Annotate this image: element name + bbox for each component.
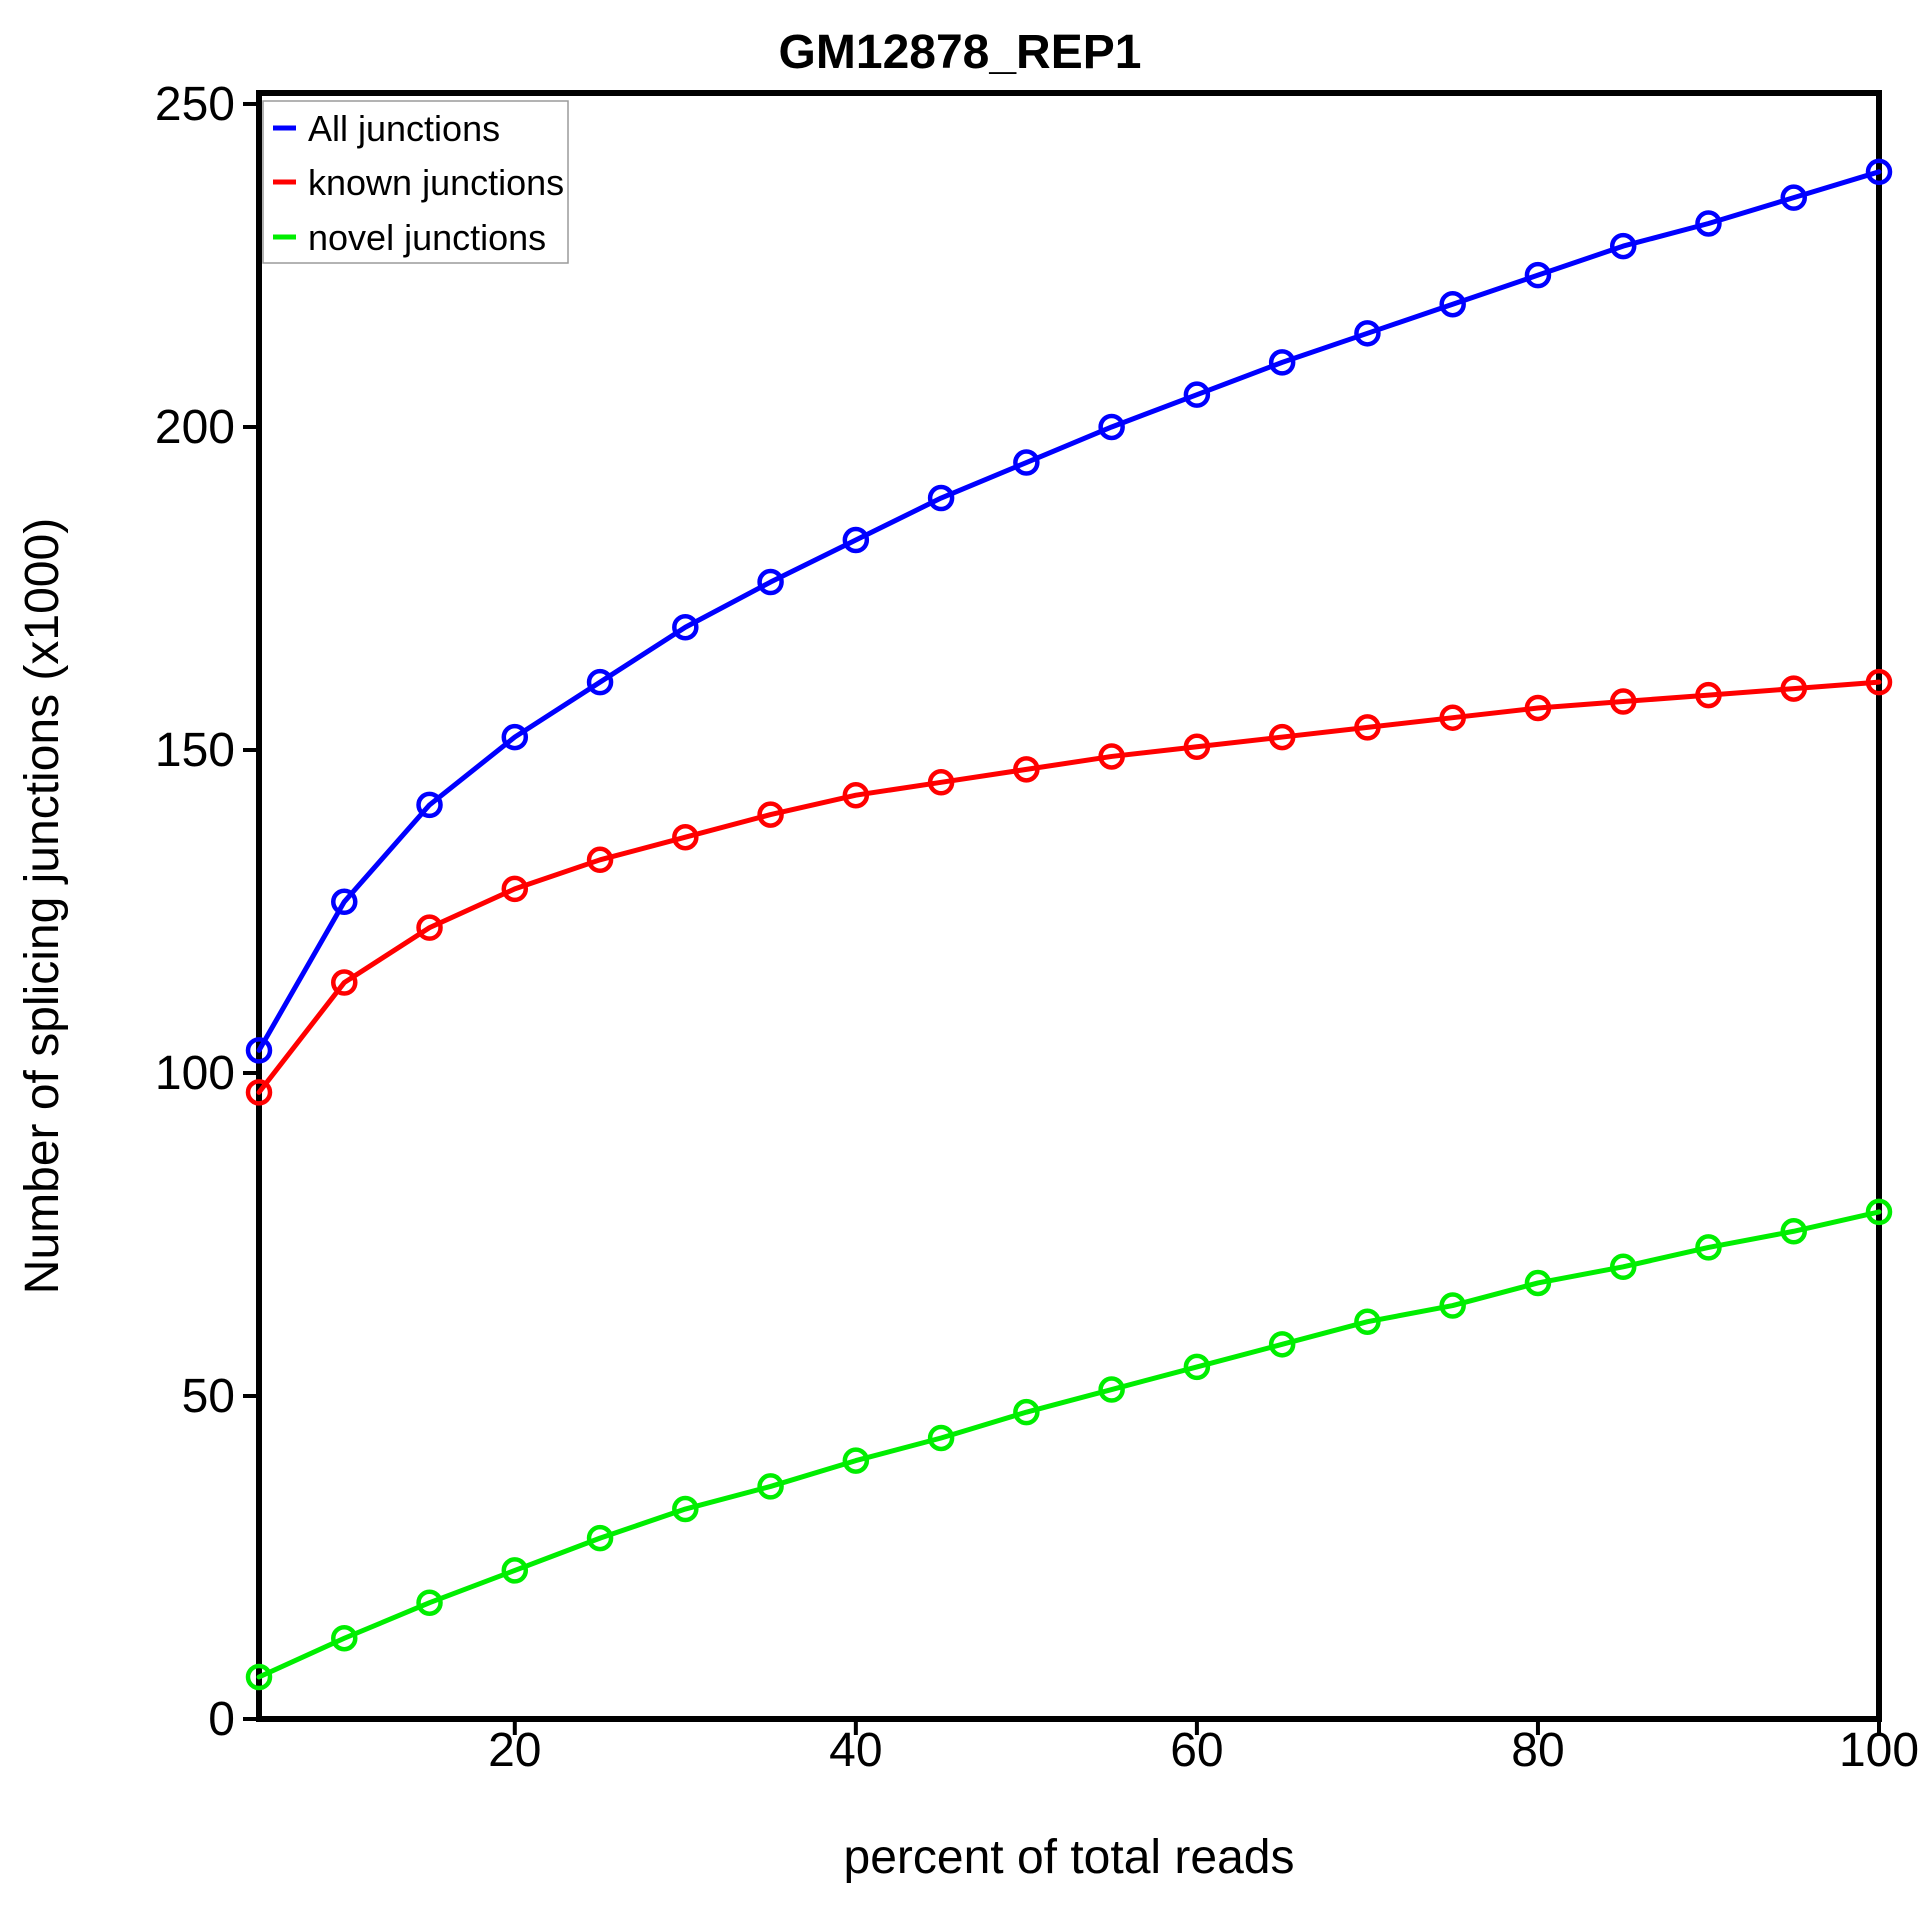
series-line-all-junctions — [256, 169, 1882, 1053]
data-point — [1865, 668, 1893, 696]
data-point — [1013, 1398, 1040, 1426]
data-series-overlay — [245, 158, 1893, 1691]
data-point — [1865, 1198, 1893, 1226]
data-point — [842, 526, 870, 554]
data-point — [672, 823, 699, 851]
series-line-novel-junctions — [256, 1209, 1882, 1680]
data-point — [416, 791, 443, 819]
legend-label-all-junctions: All junctions — [308, 108, 500, 149]
data-point — [757, 801, 784, 828]
data-point — [757, 568, 784, 596]
y-tick-label: 200 — [155, 401, 235, 454]
x-tick-label: 100 — [1839, 1724, 1919, 1777]
data-point — [1183, 733, 1211, 761]
series-line-known-junctions — [256, 679, 1882, 1095]
legend-label-novel-junctions: novel junctions — [308, 217, 546, 258]
data-point — [1524, 694, 1552, 722]
data-point — [1524, 1269, 1552, 1297]
data-point — [1439, 290, 1466, 318]
data-point — [1695, 210, 1722, 237]
data-point — [1183, 381, 1211, 408]
data-point — [1354, 320, 1381, 347]
y-tick-label: 100 — [155, 1047, 235, 1100]
data-point — [416, 1589, 443, 1616]
data-point — [1780, 675, 1807, 702]
data-point — [1183, 1353, 1211, 1381]
x-tick-label: 40 — [829, 1724, 882, 1777]
data-point — [1695, 1234, 1722, 1261]
data-point — [672, 613, 699, 641]
data-point — [1354, 1308, 1381, 1335]
data-point — [1268, 723, 1296, 751]
axes: 20 40 60 80 100 0 50 100 150 200 250 — [155, 78, 1919, 1777]
y-tick-label: 0 — [208, 1693, 235, 1746]
x-tick-label: 60 — [1170, 1724, 1223, 1777]
x-tick-label: 20 — [488, 1724, 541, 1777]
legend-label-known-junctions: known junctions — [308, 162, 564, 203]
data-point — [927, 769, 955, 796]
data-point — [501, 875, 529, 903]
plot-border — [256, 90, 1882, 1722]
data-point — [927, 1424, 955, 1452]
data-point — [1439, 1292, 1466, 1319]
x-axis-label: percent of total reads — [844, 1831, 1295, 1884]
data-point — [927, 484, 955, 512]
data-point — [842, 1447, 870, 1474]
data-point — [245, 1663, 273, 1691]
data-point — [1609, 688, 1637, 715]
data-point — [1609, 232, 1637, 260]
data-point — [1780, 1218, 1807, 1245]
data-point — [1609, 1253, 1637, 1281]
data-point — [1098, 1376, 1125, 1403]
data-point — [1268, 1331, 1296, 1358]
data-point — [672, 1495, 699, 1523]
x-tick-label: 80 — [1511, 1724, 1564, 1777]
data-point — [501, 1557, 529, 1584]
data-point — [1098, 743, 1125, 770]
data-point — [416, 914, 443, 941]
data-point — [245, 1037, 273, 1064]
data-point — [1013, 756, 1040, 783]
chart-title: GM12878_REP1 — [779, 26, 1142, 79]
legend: All junctions known junctions novel junc… — [262, 100, 569, 264]
legend-box — [262, 100, 569, 264]
y-tick-label: 50 — [182, 1370, 235, 1423]
data-point — [331, 969, 358, 996]
data-point — [1865, 158, 1893, 186]
y-axis-label: Number of splicing junctions (x1000) — [16, 518, 69, 1294]
data-point — [245, 1079, 273, 1106]
data-point — [842, 781, 870, 809]
data-point — [1780, 184, 1807, 211]
data-point — [331, 1624, 358, 1652]
data-point — [1268, 349, 1296, 376]
data-point — [1354, 714, 1381, 741]
data-point — [586, 1524, 614, 1552]
y-tick-label: 150 — [155, 724, 235, 777]
data-point — [501, 723, 529, 751]
data-point — [586, 668, 614, 696]
data-point — [1098, 413, 1125, 441]
data-point — [1013, 449, 1040, 476]
data-point — [331, 888, 358, 916]
data-point — [586, 846, 614, 874]
data-point — [757, 1473, 784, 1500]
data-point — [1524, 261, 1552, 289]
data-point — [1439, 704, 1466, 731]
data-point — [1695, 681, 1722, 709]
y-tick-label: 250 — [155, 78, 235, 131]
